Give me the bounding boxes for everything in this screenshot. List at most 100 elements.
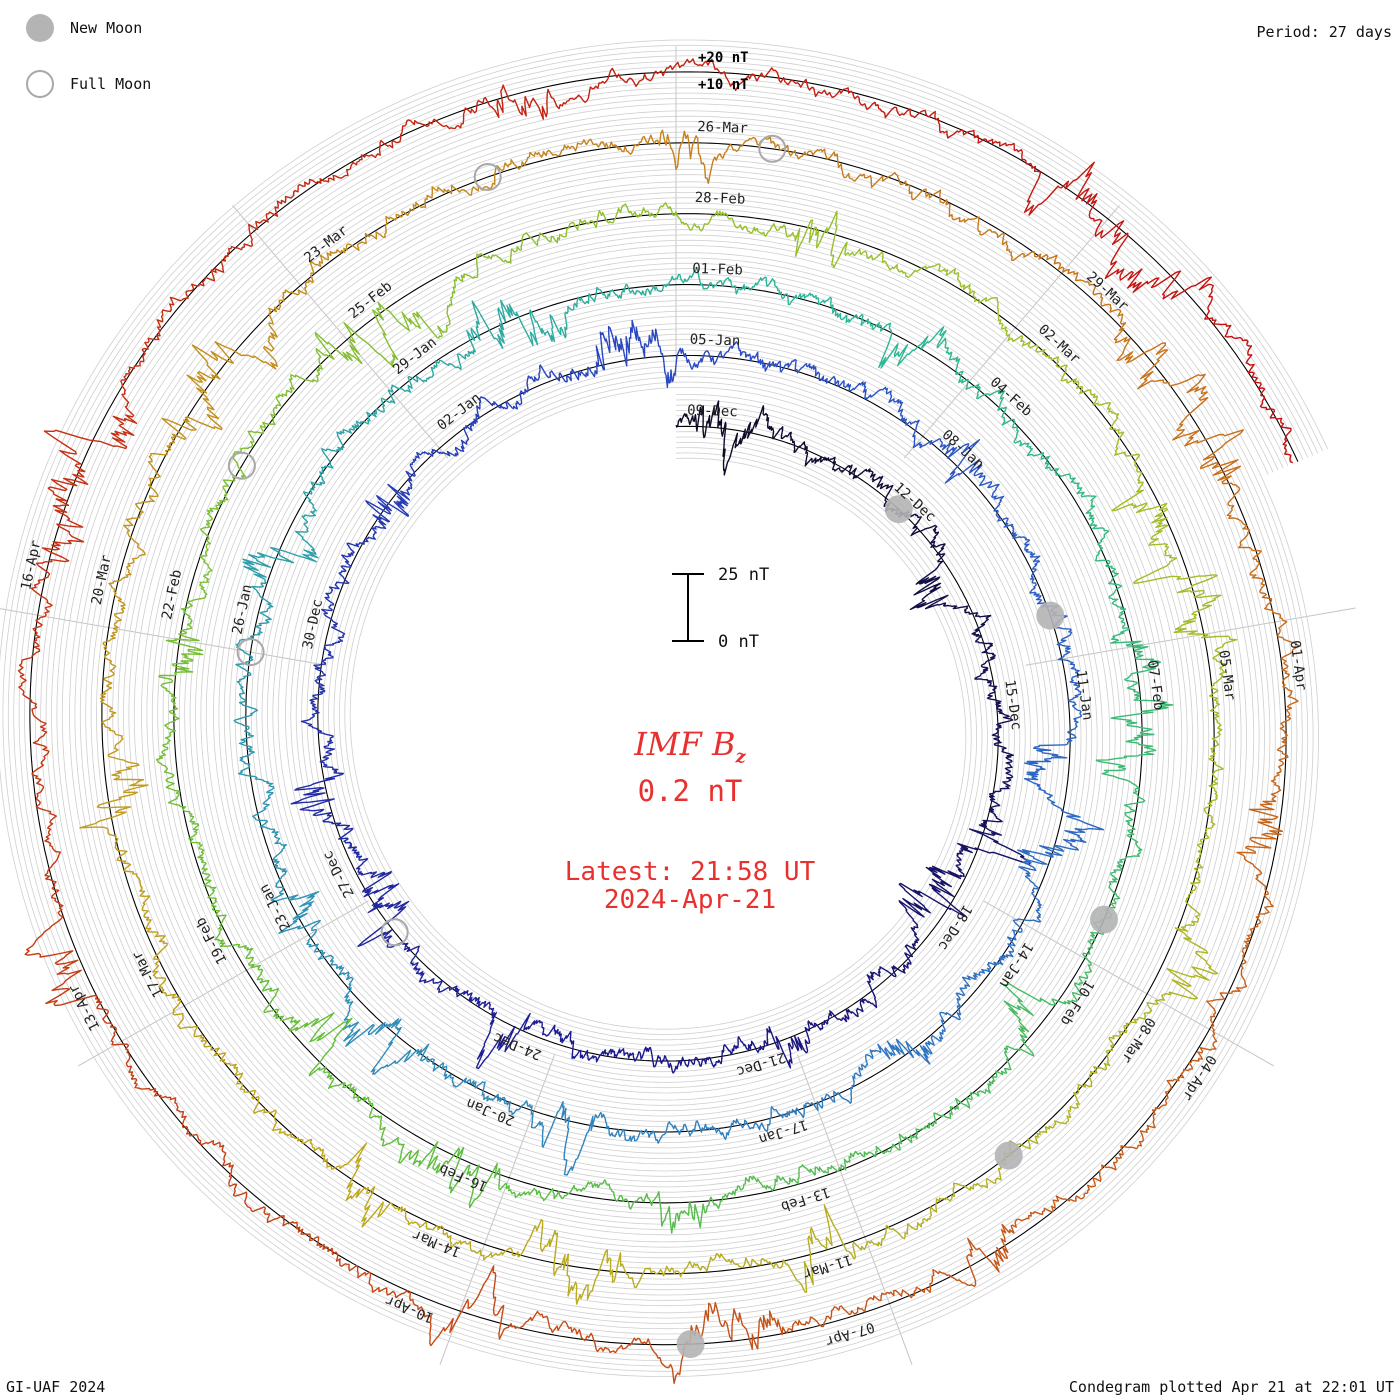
bz-trace-segment: [874, 101, 944, 134]
trace-layer: [17, 58, 1300, 1385]
bz-trace-segment: [886, 1268, 959, 1299]
bz-trace-segment: [1110, 695, 1174, 748]
bz-trace-segment: [931, 189, 990, 236]
bz-trace-segment: [971, 614, 993, 654]
bz-trace-segment: [675, 405, 711, 439]
bz-trace-segment: [30, 533, 85, 602]
bz-trace-segment: [779, 426, 809, 454]
bz-trace-segment: [749, 276, 802, 306]
date-label: 23-Jan: [256, 881, 294, 933]
chart-title-sub: z: [735, 746, 746, 768]
legend-full-moon: Full Moon: [26, 70, 151, 98]
bz-trace-segment: [1008, 1120, 1068, 1153]
bz-trace-segment: [1032, 710, 1083, 753]
scale-bar: 25 nT 0 nT: [672, 565, 769, 652]
bz-trace-segment: [998, 918, 1023, 961]
plotted-label: Condegram plotted Apr 21 at 22:01 UT: [1068, 1378, 1394, 1396]
bz-trace-segment: [825, 1066, 863, 1104]
chart-title-main: IMF B: [634, 725, 736, 763]
bz-trace-segment: [838, 464, 876, 480]
full-moon-marker: [758, 134, 787, 163]
bz-trace-segment: [728, 67, 805, 92]
bz-trace-segment: [730, 1257, 798, 1282]
bz-trace-segment: [792, 1020, 828, 1054]
bz-trace-segment: [878, 945, 914, 978]
bz-trace-segment: [1196, 795, 1218, 854]
bz-trace-segment: [898, 882, 966, 917]
bz-trace-segment: [548, 1320, 616, 1354]
bz-trace-segment: [1270, 416, 1294, 464]
bz-trace-segment: [270, 885, 320, 934]
bz-trace-segment: [308, 1039, 357, 1096]
bz-trace-segment: [330, 962, 354, 1010]
bz-trace-segment: [542, 138, 610, 157]
bz-trace-segment: [860, 1040, 905, 1070]
bz-trace-segment: [492, 1271, 550, 1340]
bz-trace-segment: [255, 964, 280, 1019]
bz-trace-segment: [797, 1204, 857, 1293]
bz-trace-segment: [939, 987, 966, 1032]
bz-trace-segment: [1012, 425, 1051, 465]
grid-spiral: [2, 44, 1324, 1372]
bz-trace-segment: [1208, 675, 1224, 737]
bz-trace-segment: [342, 1008, 402, 1047]
bz-trace-segment: [272, 1115, 325, 1157]
bz-trace-segment: [421, 184, 485, 209]
bz-trace-segment: [475, 1012, 539, 1070]
bz-trace-segment: [466, 300, 507, 358]
bz-trace-segment: [470, 1080, 511, 1113]
bz-trace-segment: [483, 151, 544, 190]
full-moon-marker: [227, 451, 256, 480]
bz-trace-segment: [547, 1179, 607, 1200]
bz-trace-segment: [974, 652, 998, 689]
bz-trace-segment: [301, 478, 326, 524]
bz-trace-segment: [190, 547, 213, 602]
bz-trace-segment: [347, 1263, 412, 1299]
bz-trace-segment: [481, 1218, 551, 1261]
bz-trace-segment: [1120, 1100, 1168, 1156]
new-moon-marker: [1036, 601, 1065, 630]
grid-spiral: [18, 60, 1309, 1356]
bz-trace-segment: [108, 535, 146, 601]
bz-trace-segment: [1069, 1152, 1124, 1202]
bz-trace-segment: [603, 1116, 649, 1142]
date-label: 11-Jan: [1073, 669, 1096, 721]
date-label: 19-Feb: [193, 915, 231, 967]
bz-trace-segment: [739, 1105, 786, 1133]
bz-trace-segment: [372, 301, 443, 361]
bz-trace-segment: [364, 201, 423, 241]
bz-trace-segment: [957, 1223, 1011, 1288]
bz-trace-segment: [79, 782, 149, 850]
bz-trace-segment: [582, 325, 622, 378]
bz-trace-segment: [155, 709, 180, 767]
bz-trace-segment: [163, 765, 195, 819]
bz-trace-segment: [147, 417, 197, 479]
bz-trace-segment: [688, 210, 747, 232]
bz-trace-segment: [991, 722, 1014, 761]
bz-trace-segment: [437, 273, 473, 337]
bz-trace-segment: [757, 1310, 825, 1350]
bz-trace-segment: [471, 245, 522, 279]
current-value: 0.2 nT: [637, 774, 743, 808]
bz-trace-segment: [693, 1118, 741, 1141]
date-label: 09-Dec: [687, 403, 738, 421]
bz-trace-segment: [505, 373, 540, 410]
bz-trace-segment: [426, 978, 469, 998]
bz-trace-segment: [656, 1190, 712, 1234]
bz-trace-segment: [152, 968, 184, 1029]
bz-trace-segment: [47, 455, 89, 534]
bz-trace-segment: [681, 1056, 721, 1068]
bz-trace-segment: [17, 668, 48, 742]
bz-trace-segment: [852, 1223, 914, 1251]
bz-trace-segment: [988, 229, 1051, 261]
bz-trace-segment: [762, 1164, 816, 1192]
bz-trace-segment: [745, 223, 801, 257]
bz-trace-segment: [201, 871, 227, 924]
bz-trace-segment: [706, 341, 751, 366]
bz-trace-segment: [559, 286, 600, 339]
bz-trace-segment: [1110, 597, 1142, 647]
bz-trace-segment: [644, 1046, 683, 1074]
bz-trace-segment: [1244, 786, 1284, 849]
bz-trace-segment: [1245, 344, 1276, 419]
bz-trace-segment: [165, 600, 204, 657]
